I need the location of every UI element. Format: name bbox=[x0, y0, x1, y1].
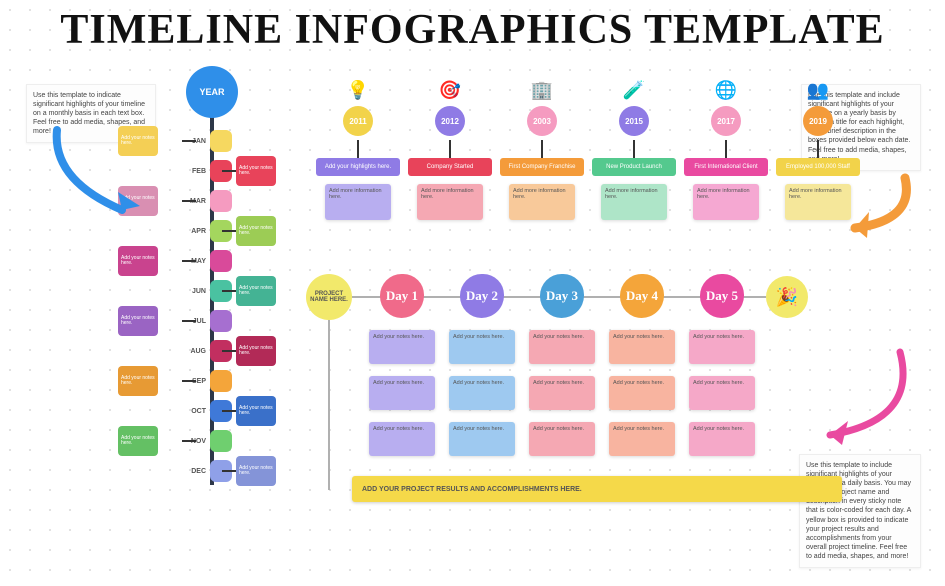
year-col-2019: 👥 2019 Employed 100,000 Staff Add more i… bbox=[776, 80, 860, 220]
year-highlight-bar: New Product Launch bbox=[592, 158, 676, 176]
year-highlight-bar: First Company Franchise bbox=[500, 158, 584, 176]
note-cell: Add your notes here. bbox=[369, 376, 435, 410]
year-badge: 2019 bbox=[803, 106, 833, 136]
month-box-sep: Add your notes here. bbox=[118, 366, 158, 396]
month-label: JUN bbox=[178, 288, 206, 295]
month-box-feb: Add your notes here. bbox=[236, 156, 276, 186]
project-name-circle: PROJECT NAME HERE. bbox=[306, 274, 352, 320]
day-1: Day 1 bbox=[366, 274, 438, 318]
day-blob: Day 2 bbox=[460, 274, 504, 318]
day-2: Day 2 bbox=[446, 274, 518, 318]
month-box-nov: Add your notes here. bbox=[118, 426, 158, 456]
year-info-box: Add more information here. bbox=[601, 184, 667, 220]
note-cell: Add your notes here. bbox=[609, 376, 675, 410]
year-badge: 2017 bbox=[711, 106, 741, 136]
year-stem bbox=[633, 140, 635, 158]
year-icon: 🌐 bbox=[684, 80, 768, 102]
year-info-box: Add more information here. bbox=[417, 184, 483, 220]
celebration-icon: 🎉 bbox=[766, 276, 808, 318]
year-info-box: Add more information here. bbox=[509, 184, 575, 220]
month-label: DEC bbox=[178, 468, 206, 475]
year-badge: 2012 bbox=[435, 106, 465, 136]
month-box-jun: Add your notes here. bbox=[236, 276, 276, 306]
month-box-dec: Add your notes here. bbox=[236, 456, 276, 486]
month-box-may: Add your notes here. bbox=[118, 246, 158, 276]
day-blob: Day 5 bbox=[700, 274, 744, 318]
note-cell: Add your notes here. bbox=[609, 422, 675, 456]
year-col-2017: 🌐 2017 First International Client Add mo… bbox=[684, 80, 768, 220]
year-stem bbox=[357, 140, 359, 158]
note-cell: Add your notes here. bbox=[689, 422, 755, 456]
day-4: Day 4 bbox=[606, 274, 678, 318]
daily-vaxis bbox=[328, 320, 330, 490]
note-cell: Add your notes here. bbox=[369, 330, 435, 364]
year-stem bbox=[541, 140, 543, 158]
month-node bbox=[210, 190, 232, 212]
month-label: FEB bbox=[178, 168, 206, 175]
year-icon: 🎯 bbox=[408, 80, 492, 102]
year-info-box: Add more information here. bbox=[325, 184, 391, 220]
month-box-oct: Add your notes here. bbox=[236, 396, 276, 426]
month-box-apr: Add your notes here. bbox=[236, 216, 276, 246]
day-3: Day 3 bbox=[526, 274, 598, 318]
page-title: TIMELINE INFOGRAPHICS TEMPLATE bbox=[0, 6, 945, 54]
year-stem bbox=[449, 140, 451, 158]
note-cell: Add your notes here. bbox=[369, 422, 435, 456]
month-label: AUG bbox=[178, 348, 206, 355]
note-cell: Add your notes here. bbox=[449, 376, 515, 410]
year-badge: 2003 bbox=[527, 106, 557, 136]
month-node bbox=[210, 250, 232, 272]
year-highlight-bar: Company Started bbox=[408, 158, 492, 176]
year-highlight-bar: Employed 100,000 Staff bbox=[776, 158, 860, 176]
day-5: Day 5 bbox=[686, 274, 758, 318]
note-cell: Add your notes here. bbox=[449, 330, 515, 364]
note-cell: Add your notes here. bbox=[689, 376, 755, 410]
month-box-jul: Add your notes here. bbox=[118, 306, 158, 336]
year-badge: 2011 bbox=[343, 106, 373, 136]
year-col-2003: 🏢 2003 First Company Franchise Add more … bbox=[500, 80, 584, 220]
year-info-box: Add more information here. bbox=[785, 184, 851, 220]
year-badge: 2015 bbox=[619, 106, 649, 136]
month-node bbox=[210, 430, 232, 452]
note-cell: Add your notes here. bbox=[529, 330, 595, 364]
year-col-2015: 🧪 2015 New Product Launch Add more infor… bbox=[592, 80, 676, 220]
month-node bbox=[210, 370, 232, 392]
year-highlight-bar: First International Client bbox=[684, 158, 768, 176]
month-label: APR bbox=[178, 228, 206, 235]
month-node bbox=[210, 310, 232, 332]
year-highlight-bar: Add your highlights here. bbox=[316, 158, 400, 176]
year-col-2011: 💡 2011 Add your highlights here. Add mor… bbox=[316, 80, 400, 220]
month-box-mar: Add your notes here. bbox=[118, 186, 158, 216]
month-node bbox=[210, 130, 232, 152]
day-blob: Day 4 bbox=[620, 274, 664, 318]
note-cell: Add your notes here. bbox=[529, 422, 595, 456]
month-box-aug: Add your notes here. bbox=[236, 336, 276, 366]
year-info-box: Add more information here. bbox=[693, 184, 759, 220]
year-icon: 💡 bbox=[316, 80, 400, 102]
year-icon: 🧪 bbox=[592, 80, 676, 102]
day-blob: Day 3 bbox=[540, 274, 584, 318]
note-cell: Add your notes here. bbox=[609, 330, 675, 364]
month-label: OCT bbox=[178, 408, 206, 415]
day-blob: Day 1 bbox=[380, 274, 424, 318]
note-cell: Add your notes here. bbox=[449, 422, 515, 456]
year-stem bbox=[725, 140, 727, 158]
note-cell: Add your notes here. bbox=[529, 376, 595, 410]
year-circle: YEAR bbox=[186, 66, 238, 118]
results-bar: ADD YOUR PROJECT RESULTS AND ACCOMPLISHM… bbox=[352, 476, 842, 502]
daily-section: PROJECT NAME HERE. 🎉 Day 1 Day 2 Day 3 Day … bbox=[306, 266, 886, 506]
month-box-jan: Add your notes here. bbox=[118, 126, 158, 156]
note-cell: Add your notes here. bbox=[689, 330, 755, 364]
yearly-section: 💡 2011 Add your highlights here. Add mor… bbox=[316, 80, 876, 230]
year-stem bbox=[817, 140, 819, 158]
year-icon: 👥 bbox=[776, 80, 860, 102]
year-icon: 🏢 bbox=[500, 80, 584, 102]
year-col-2012: 🎯 2012 Company Started Add more informat… bbox=[408, 80, 492, 220]
